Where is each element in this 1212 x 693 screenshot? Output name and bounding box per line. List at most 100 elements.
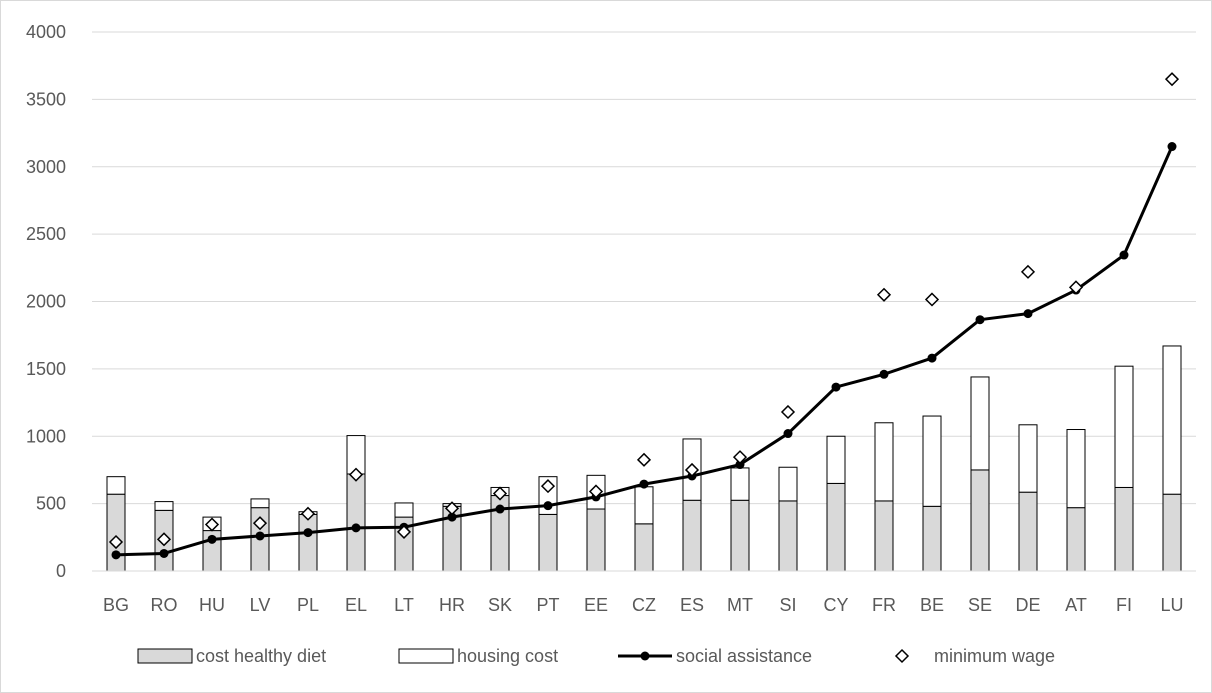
x-tick-label: BE [920, 595, 944, 615]
marker-minimum-wage [780, 404, 796, 420]
marker-minimum-wage [876, 287, 892, 302]
x-tick-label: PL [297, 595, 319, 615]
y-tick-label: 4000 [26, 22, 66, 42]
bar-cost-healthy-diet [1066, 507, 1086, 572]
marker-minimum-wage [732, 450, 748, 465]
point-social-assistance [303, 528, 313, 538]
point-social-assistance [351, 523, 361, 533]
marker-minimum-wage [1068, 280, 1084, 295]
bar-housing-cost [250, 498, 270, 509]
bar-cost-healthy-diet [634, 523, 654, 572]
bar-housing-cost [1018, 424, 1038, 493]
bar-housing-cost [1162, 345, 1182, 495]
marker-minimum-wage [636, 452, 652, 467]
point-social-assistance [447, 512, 457, 522]
bar-housing-cost [154, 501, 174, 511]
bar-cost-healthy-diet [586, 508, 606, 572]
legend-point-social-assistance [640, 651, 650, 661]
bar-cost-healthy-diet [778, 500, 798, 572]
marker-minimum-wage [300, 506, 316, 521]
bar-housing-cost [394, 502, 414, 518]
bar-cost-healthy-diet [298, 513, 318, 572]
y-tick-label: 2000 [26, 292, 66, 312]
x-tick-label: PT [536, 595, 559, 615]
bar-cost-healthy-diet [826, 482, 846, 572]
y-tick-label: 2500 [26, 224, 66, 244]
x-tick-label: DE [1015, 595, 1040, 615]
marker-minimum-wage [444, 501, 460, 516]
marker-minimum-wage [492, 486, 508, 501]
bar-housing-cost [1114, 365, 1134, 488]
x-tick-label: SE [968, 595, 992, 615]
legend-label-social-assistance: social assistance [676, 646, 812, 666]
x-tick-label: SK [488, 595, 512, 615]
bar-cost-healthy-diet [922, 505, 942, 572]
marker-minimum-wage [924, 292, 940, 307]
point-social-assistance [1167, 142, 1177, 152]
x-tick-label: HU [199, 595, 225, 615]
y-tick-label: 3500 [26, 89, 66, 109]
bar-cost-healthy-diet [730, 499, 750, 572]
bar-cost-healthy-diet [970, 469, 990, 572]
marker-minimum-wage [1020, 264, 1036, 279]
bar-cost-healthy-diet [1114, 486, 1134, 572]
x-tick-label: AT [1065, 595, 1087, 615]
point-social-assistance [255, 531, 265, 541]
bar-cost-healthy-diet [538, 513, 558, 572]
legend-swatch-cost-healthy-diet [137, 648, 193, 664]
x-tick-label: RO [151, 595, 178, 615]
x-tick-label: FR [872, 595, 896, 615]
bar-housing-cost [730, 467, 750, 501]
bar-housing-cost [634, 486, 654, 525]
x-tick-label: HR [439, 595, 465, 615]
x-tick-label: EL [345, 595, 367, 615]
point-social-assistance [111, 550, 121, 560]
bar-cost-healthy-diet [1018, 491, 1038, 572]
legend-swatch-housing-cost [398, 648, 454, 664]
x-tick-label: LV [250, 595, 271, 615]
marker-minimum-wage [204, 517, 220, 532]
bar-housing-cost [970, 376, 990, 471]
x-tick-label: CY [823, 595, 848, 615]
bar-housing-cost [874, 422, 894, 502]
legend-label-cost-healthy-diet: cost healthy diet [196, 646, 326, 666]
bar-housing-cost [826, 435, 846, 484]
bar-cost-healthy-diet [874, 500, 894, 572]
bar-housing-cost [106, 476, 126, 495]
point-social-assistance [207, 534, 217, 544]
point-social-assistance [495, 504, 505, 514]
marker-minimum-wage [588, 484, 604, 499]
x-tick-label: SI [779, 595, 796, 615]
bar-housing-cost [1066, 429, 1086, 509]
x-tick-label: EE [584, 595, 608, 615]
marker-minimum-wage [156, 532, 172, 547]
marker-minimum-wage [540, 479, 556, 494]
x-tick-label: FI [1116, 595, 1132, 615]
legend-label-housing-cost: housing cost [457, 646, 558, 666]
bar-cost-healthy-diet [1162, 493, 1182, 572]
legend-swatch-minimum-wage [894, 648, 910, 664]
marker-minimum-wage [1164, 72, 1180, 87]
bar-cost-healthy-diet [682, 499, 702, 572]
bar-cost-healthy-diet [346, 473, 366, 572]
point-social-assistance [735, 460, 745, 470]
point-social-assistance [783, 429, 793, 439]
point-social-assistance [831, 382, 841, 392]
x-tick-label: ES [680, 595, 704, 615]
point-social-assistance [1119, 250, 1129, 260]
y-tick-label: 3000 [26, 157, 66, 177]
y-tick-label: 500 [36, 494, 66, 514]
marker-minimum-wage [396, 524, 412, 539]
x-tick-label: MT [727, 595, 753, 615]
y-tick-label: 1500 [26, 359, 66, 379]
marker-minimum-wage [684, 462, 700, 477]
bar-cost-healthy-diet [106, 493, 126, 572]
bar-housing-cost [778, 466, 798, 502]
point-social-assistance [639, 479, 649, 489]
x-tick-label: LT [394, 595, 414, 615]
marker-minimum-wage [348, 467, 364, 482]
legend-label-minimum-wage: minimum wage [934, 646, 1055, 666]
point-social-assistance [927, 353, 937, 363]
